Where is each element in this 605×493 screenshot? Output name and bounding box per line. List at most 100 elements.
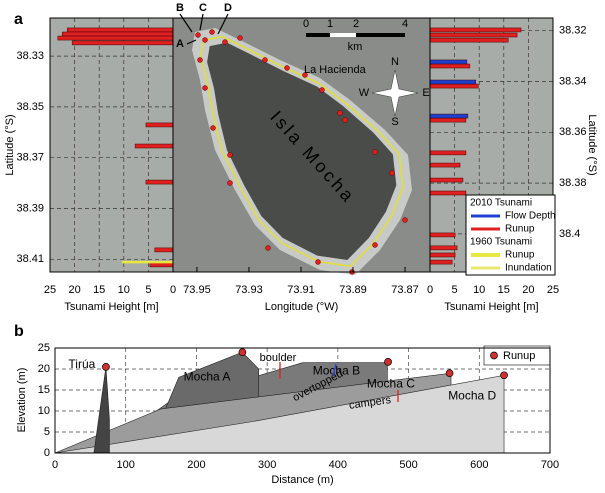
bar — [145, 179, 174, 185]
y-tick-label: 38.33 — [16, 50, 44, 62]
runup-point — [384, 358, 392, 366]
scale-bar — [330, 33, 356, 37]
bar — [429, 190, 467, 196]
bar — [429, 63, 471, 69]
bar — [57, 35, 174, 41]
profile-label: Mocha C — [367, 377, 415, 391]
bar — [429, 37, 509, 43]
annotation: campers — [348, 394, 392, 412]
bar — [145, 122, 174, 128]
runup-point — [445, 369, 454, 378]
y-axis-title: Latitude (°S) — [586, 114, 598, 175]
y-tick-label: 38.41 — [16, 253, 44, 265]
y-tick-label: 38.35 — [16, 101, 44, 113]
x-tick-label: 5 — [145, 284, 151, 296]
site-dot — [227, 152, 233, 158]
x-tick-label: 20 — [68, 284, 80, 296]
x-tick-label: 20 — [522, 284, 534, 296]
compass-label: W — [359, 87, 370, 99]
profile-label: Tirúa — [68, 357, 95, 371]
runup-point — [238, 348, 247, 357]
x-tick-label: 200 — [187, 459, 205, 471]
bar — [429, 245, 458, 251]
site-dot — [210, 125, 216, 131]
y-tick-label: 5 — [44, 426, 50, 438]
x-tick-label: 10 — [118, 284, 130, 296]
x-tick-label: 500 — [399, 459, 417, 471]
y-tick-label: 38.38 — [559, 177, 587, 189]
x-axis-title: Tsunami Height [m] — [444, 301, 538, 313]
scale-label: 0 — [303, 18, 309, 30]
bar — [429, 150, 467, 156]
scale-label: 2 — [353, 18, 359, 30]
legend-label: Runup — [503, 350, 535, 362]
y-tick-label: 38.32 — [559, 25, 587, 37]
legend-title: 2010 Tsunami — [470, 198, 532, 209]
bar — [429, 232, 456, 238]
x-tick-label: 73.93 — [235, 284, 263, 296]
place-label: La Hacienda — [304, 64, 367, 76]
y-tick-label: 20 — [38, 363, 50, 375]
y-tick-label: 38.37 — [16, 152, 44, 164]
legend-box — [465, 194, 556, 276]
y-tick-label: 38.4 — [559, 228, 580, 240]
arrow — [217, 13, 229, 35]
panel-label: a — [14, 11, 23, 28]
bar — [429, 252, 456, 258]
frame — [54, 347, 551, 454]
x-tick-label: 5 — [452, 284, 458, 296]
x-tick-label: 0 — [52, 459, 58, 471]
site-label: A — [176, 38, 184, 50]
bar — [134, 143, 174, 149]
bar — [429, 117, 467, 123]
x-tick-label: 73.87 — [391, 284, 419, 296]
annotation: boulder — [260, 352, 297, 364]
site-dot — [302, 72, 308, 78]
arrow — [199, 13, 204, 31]
x-tick-label: 400 — [329, 459, 347, 471]
bar — [429, 27, 522, 33]
site-dot — [342, 117, 348, 123]
legend-label: Inundation — [505, 263, 552, 274]
y-tick-label: 15 — [38, 384, 50, 396]
bar — [429, 79, 477, 85]
legend-marker — [490, 351, 498, 360]
profile-label: Mocha B — [313, 363, 360, 377]
bar — [66, 27, 174, 33]
site-dot — [262, 57, 268, 63]
site-dot — [237, 35, 243, 41]
site-dot — [222, 39, 228, 45]
x-tick-label: 25 — [44, 284, 56, 296]
profile-label: Mocha D — [448, 388, 496, 402]
x-tick-label: 300 — [258, 459, 276, 471]
profile-label: Mocha A — [184, 370, 231, 384]
x-axis-title: Tsunami Height [m] — [64, 301, 158, 313]
bar — [429, 113, 469, 119]
site-label: D — [224, 2, 232, 14]
scale-unit: km — [348, 41, 363, 53]
site-dot — [402, 217, 408, 223]
x-tick-label: 73.89 — [339, 284, 367, 296]
y-axis-title: Latitude (°S) — [4, 114, 16, 175]
x-tick-label: 0 — [170, 284, 176, 296]
site-dot — [195, 32, 201, 38]
site-dot — [202, 37, 208, 43]
x-tick-label: 73.91 — [287, 284, 315, 296]
site-label: B — [176, 2, 184, 14]
scale-label: 4 — [402, 18, 408, 30]
bar — [429, 162, 461, 168]
x-tick-label: 10 — [473, 284, 485, 296]
x-axis-title: Longitude (°W) — [265, 301, 339, 313]
compass-label: S — [391, 116, 398, 128]
bar — [71, 40, 174, 46]
y-tick-label: 38.34 — [559, 75, 587, 87]
profile — [93, 366, 110, 454]
bar — [429, 83, 479, 89]
site-dot — [209, 29, 215, 35]
y-tick-label: 38.39 — [16, 202, 44, 214]
scale-label: 1 — [327, 18, 333, 30]
bar — [429, 259, 453, 265]
legend-title: 1960 Tsunami — [470, 237, 532, 248]
bar — [149, 262, 174, 268]
x-tick-label: 25 — [547, 284, 559, 296]
